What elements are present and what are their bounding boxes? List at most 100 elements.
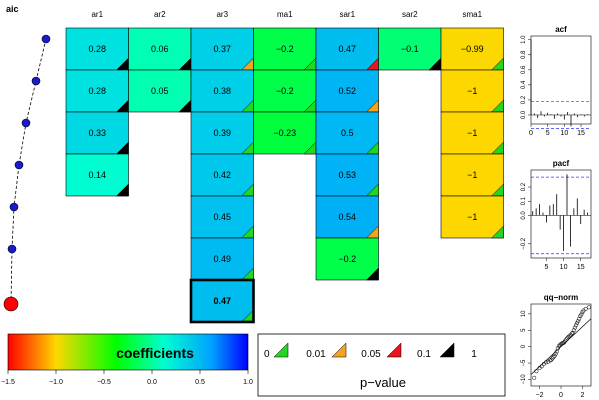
coefficient-cell-sar1-5: −0.2: [315, 237, 379, 281]
coefficient-cell-ar2-1: 0.05: [128, 69, 192, 113]
pvalue-triangle: [490, 225, 504, 239]
coefficient-cell-sar2-0: −0.1: [378, 27, 442, 71]
pvalue-break-label: 0.05: [361, 349, 381, 360]
colorbar-tick-label: 1.0: [243, 379, 253, 386]
panel-frame: [530, 169, 592, 259]
coefficient-cell-sma1-3: −1: [440, 153, 504, 197]
qq-point: [579, 312, 584, 317]
qq-point: [573, 323, 579, 328]
cell-value: 0.37: [213, 44, 231, 54]
cell-value: 0.28: [88, 86, 106, 96]
x-tick-label: 5: [544, 264, 548, 271]
y-tick-label: 0.0: [521, 110, 527, 119]
qq-point: [571, 328, 576, 333]
coefficient-cell-ar3-4: 0.45: [190, 195, 254, 239]
column-label-ma1: ma1: [277, 10, 293, 19]
qq-point: [586, 305, 591, 310]
coefficient-legend: coefficients −1.5 −1.0 −0.5 0.0 0.5 1.0: [1, 333, 253, 386]
qq-point: [570, 330, 575, 335]
cell-fill: [128, 69, 192, 113]
pvalue-swatch: [439, 342, 455, 358]
cell-fill: [315, 27, 379, 71]
coefficient-cell-ar1-3: 0.14: [65, 153, 129, 197]
pvalue-triangle: [115, 183, 129, 197]
x-tick-label: 5: [546, 130, 550, 137]
coefficient-cell-sar1-1: 0.52: [315, 69, 379, 113]
cell-fill: [315, 237, 379, 281]
coefficient-cell-sar1-3: 0.53: [315, 153, 379, 197]
cell-fill: [190, 111, 254, 155]
qq-point: [577, 316, 582, 321]
column-label-ar2: ar2: [154, 10, 166, 19]
pvalue-legend-title: p−value: [360, 375, 406, 390]
coefficient-cell-ar1-2: 0.33: [65, 111, 129, 155]
coefficient-cell-ar3-5: 0.49: [190, 237, 254, 281]
cell-fill: [315, 195, 379, 239]
cell-value: −0.2: [276, 86, 294, 96]
coefficient-cell-sma1-1: −1: [440, 69, 504, 113]
qq-point: [558, 341, 564, 347]
qq-point: [549, 357, 554, 362]
acf-panel: acf 0.0 0.2 0.4 0.6 0.8 1.0 0 5 10 15: [521, 25, 592, 137]
coefficient-cell-ar3-0: 0.37: [190, 27, 254, 71]
y-tick-label: 5: [521, 328, 527, 332]
coefficient-cell-ar1-0: 0.28: [65, 27, 129, 71]
y-tick-label: 0.2: [521, 182, 527, 191]
coefficient-cell-ma1-1: −0.2: [253, 69, 317, 113]
qq-point: [534, 369, 539, 374]
column-label-sma1: sma1: [462, 10, 482, 19]
pvalue-break-label: 0.01: [306, 349, 326, 360]
pvalue-break-label: 0: [264, 349, 270, 360]
acf-title: acf: [555, 25, 567, 34]
column-label-sar2: sar2: [402, 10, 418, 19]
column-label-sar1: sar1: [339, 10, 355, 19]
y-tick-label: 10: [521, 310, 527, 317]
coefficient-cell-sma1-2: −1: [440, 111, 504, 155]
qq-point: [575, 320, 580, 326]
cell-fill: [253, 111, 317, 155]
pvalue-break-label: 0.1: [417, 349, 431, 360]
qq-point: [546, 359, 551, 364]
aic-point: [14, 160, 24, 170]
coefficient-grid: ar1 ar2 ar3 ma1 sar1 sar2 sma1 0.28 0.28 0.33 0.1…: [65, 10, 504, 324]
cell-fill: [440, 111, 504, 155]
cell-value: 0.45: [213, 212, 231, 222]
cell-value: −1: [467, 128, 477, 138]
y-tick-label: −5: [521, 359, 527, 367]
cell-value: 0.33: [88, 128, 106, 138]
y-tick-label: 0.0: [521, 211, 527, 220]
cell-value: 0.28: [88, 44, 106, 54]
x-tick-label: 0: [559, 392, 563, 399]
qq-point: [576, 319, 581, 324]
aic-point: [21, 118, 31, 128]
cell-value: 0.39: [213, 128, 231, 138]
coefficient-cell-ar2-0: 0.06: [128, 27, 192, 71]
y-tick-label: 0.1: [521, 196, 527, 205]
qq-point: [567, 334, 572, 339]
coefficient-cell-ar3-6: 0.47: [189, 278, 255, 324]
colorbar-tick-label: −0.5: [97, 379, 111, 386]
column-label-ar3: ar3: [216, 10, 228, 19]
cell-fill: [190, 195, 254, 239]
qq-point: [561, 340, 566, 346]
y-tick-label: 0.6: [521, 65, 527, 74]
cell-fill: [190, 237, 254, 281]
cell-value: 0.47: [338, 44, 356, 54]
cell-value: −0.23: [273, 128, 296, 138]
aic-point: [31, 76, 41, 86]
x-tick-label: 0: [529, 130, 533, 137]
aic-label: aic: [6, 4, 19, 14]
colorbar-tick-label: −1.5: [1, 379, 15, 386]
coefficient-cell-ma1-0: −0.2: [253, 27, 317, 71]
aic-point: [9, 202, 19, 212]
pvalue-legend-box: [257, 333, 506, 397]
x-tick-label: 10: [560, 264, 568, 271]
qq-norm-panel: qq−norm −10 −5 0 5 10 −2 0 2: [521, 293, 592, 399]
aic-point: [41, 34, 51, 44]
panel-frame: [530, 35, 592, 125]
cell-fill: [315, 111, 379, 155]
colorbar-tick-label: 0.5: [195, 379, 205, 386]
qq-point: [555, 346, 560, 351]
qq-point: [553, 351, 558, 356]
